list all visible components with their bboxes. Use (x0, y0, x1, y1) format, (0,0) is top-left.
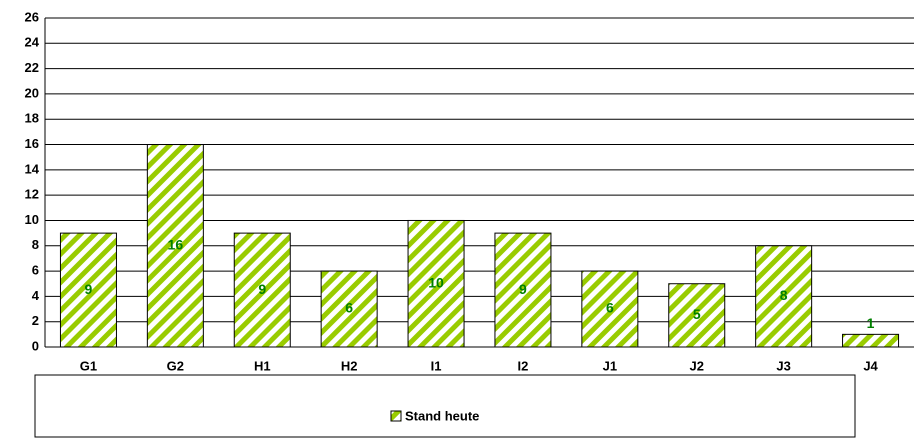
y-tick-label: 26 (25, 9, 39, 24)
bar (320, 270, 378, 348)
y-tick-label: 0 (32, 338, 39, 353)
x-tick-label: I2 (518, 358, 529, 373)
y-tick-label: 10 (25, 212, 39, 227)
y-tick-label: 8 (32, 237, 39, 252)
x-tick-label: H2 (341, 358, 358, 373)
x-tick-label: I1 (431, 358, 442, 373)
bar (755, 245, 813, 348)
bar (494, 232, 552, 348)
legend-label: Stand heute (405, 408, 479, 423)
x-tick-label: J4 (863, 358, 878, 373)
y-tick-label: 16 (25, 136, 39, 151)
x-tick-label: H1 (254, 358, 271, 373)
y-tick-label: 4 (32, 288, 40, 303)
value-label: 1 (867, 315, 875, 331)
value-label: 16 (168, 236, 184, 252)
y-tick-label: 18 (25, 111, 39, 126)
x-tick-label: J2 (690, 358, 704, 373)
value-label: 9 (258, 281, 266, 297)
y-tick-label: 6 (32, 263, 39, 278)
x-tick-label: J1 (603, 358, 617, 373)
x-tick-label: J3 (776, 358, 790, 373)
bar (146, 144, 204, 348)
bar (407, 219, 465, 348)
x-tick-label: G2 (167, 358, 184, 373)
value-label: 9 (85, 281, 93, 297)
value-label: 9 (519, 281, 527, 297)
y-tick-label: 22 (25, 60, 39, 75)
value-label: 6 (345, 300, 353, 316)
legend-box (34, 374, 856, 438)
value-label: 8 (780, 287, 788, 303)
x-tick-label: G1 (80, 358, 97, 373)
y-tick-label: 2 (32, 313, 39, 328)
bar (668, 283, 726, 348)
y-tick-label: 20 (25, 85, 39, 100)
value-label: 5 (693, 306, 701, 322)
value-label: 6 (606, 300, 614, 316)
bar (59, 232, 117, 348)
value-label: 10 (428, 274, 444, 290)
bar (842, 333, 900, 348)
bar (581, 270, 639, 348)
y-tick-label: 14 (25, 161, 40, 176)
y-tick-label: 24 (25, 35, 40, 50)
legend-swatch (390, 410, 402, 422)
y-tick-label: 12 (25, 187, 39, 202)
bar (233, 232, 291, 348)
